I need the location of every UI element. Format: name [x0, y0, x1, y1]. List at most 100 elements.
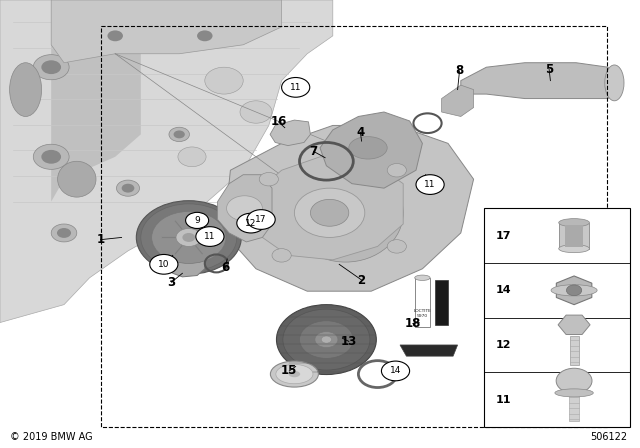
Text: 15: 15	[281, 364, 298, 378]
Ellipse shape	[415, 275, 430, 280]
Bar	[484, 208, 630, 427]
Bar	[569, 394, 579, 421]
Circle shape	[169, 127, 189, 142]
Text: 12: 12	[496, 340, 511, 350]
Circle shape	[122, 184, 134, 193]
Bar	[435, 280, 448, 325]
Text: 11: 11	[290, 83, 301, 92]
Polygon shape	[461, 63, 621, 99]
Circle shape	[387, 240, 406, 253]
Ellipse shape	[559, 245, 589, 253]
Text: 506122: 506122	[590, 432, 627, 442]
Text: 18: 18	[404, 317, 421, 330]
Circle shape	[178, 147, 206, 167]
Polygon shape	[400, 345, 458, 356]
Ellipse shape	[605, 65, 624, 101]
Ellipse shape	[58, 161, 96, 197]
Bar	[570, 336, 579, 365]
Ellipse shape	[555, 389, 593, 397]
Circle shape	[310, 199, 349, 226]
Circle shape	[141, 204, 237, 271]
Text: LOCTITE
5970: LOCTITE 5970	[413, 309, 431, 318]
Text: 1: 1	[97, 233, 104, 246]
Text: 7: 7	[310, 145, 317, 158]
Ellipse shape	[288, 164, 403, 262]
Circle shape	[136, 201, 241, 274]
Bar	[101, 26, 607, 427]
Text: 4: 4	[356, 125, 364, 139]
Text: 8: 8	[456, 64, 463, 78]
Circle shape	[566, 285, 582, 296]
Ellipse shape	[551, 285, 597, 296]
Polygon shape	[556, 276, 592, 305]
Circle shape	[191, 26, 219, 46]
Circle shape	[33, 55, 69, 80]
Circle shape	[259, 172, 278, 186]
Ellipse shape	[289, 371, 300, 377]
Circle shape	[196, 227, 224, 246]
Circle shape	[283, 309, 370, 370]
Circle shape	[33, 144, 69, 169]
Text: © 2019 BMW AG: © 2019 BMW AG	[10, 432, 92, 442]
Circle shape	[227, 196, 262, 221]
Polygon shape	[218, 175, 272, 242]
Bar	[565, 225, 583, 247]
Text: 6: 6	[221, 261, 229, 275]
Circle shape	[186, 212, 209, 228]
Bar	[559, 223, 589, 249]
Circle shape	[247, 210, 275, 229]
Circle shape	[197, 30, 212, 41]
Ellipse shape	[559, 219, 589, 227]
Text: 17: 17	[255, 215, 267, 224]
Polygon shape	[166, 251, 205, 277]
Text: 12: 12	[245, 219, 257, 228]
Ellipse shape	[271, 361, 319, 387]
Text: 14: 14	[390, 366, 401, 375]
Circle shape	[272, 249, 291, 262]
Circle shape	[42, 150, 61, 164]
Text: 13: 13	[340, 335, 357, 348]
Circle shape	[294, 188, 365, 237]
Polygon shape	[51, 0, 282, 63]
Text: 14: 14	[496, 285, 511, 295]
Polygon shape	[256, 157, 403, 260]
Circle shape	[176, 228, 202, 246]
Text: 2: 2	[358, 273, 365, 287]
Circle shape	[150, 254, 178, 274]
Text: 5: 5	[545, 63, 553, 76]
Polygon shape	[558, 315, 590, 335]
Ellipse shape	[349, 137, 387, 159]
Circle shape	[108, 30, 123, 41]
Polygon shape	[51, 45, 141, 202]
Circle shape	[416, 175, 444, 194]
Circle shape	[387, 164, 406, 177]
Circle shape	[101, 26, 129, 46]
Polygon shape	[270, 120, 310, 146]
Circle shape	[315, 332, 338, 348]
Ellipse shape	[10, 63, 42, 116]
Polygon shape	[224, 125, 474, 291]
Text: 17: 17	[496, 231, 511, 241]
Text: 10: 10	[158, 260, 170, 269]
Polygon shape	[0, 0, 333, 323]
Circle shape	[205, 67, 243, 94]
Bar	[415, 278, 430, 327]
Polygon shape	[320, 112, 422, 188]
Circle shape	[321, 336, 332, 343]
Circle shape	[300, 321, 353, 358]
Circle shape	[116, 180, 140, 196]
Circle shape	[173, 130, 185, 138]
Ellipse shape	[276, 365, 313, 383]
Circle shape	[42, 60, 61, 74]
Text: 16: 16	[270, 115, 287, 129]
Circle shape	[57, 228, 71, 238]
Text: 9: 9	[195, 216, 200, 225]
Text: 3: 3	[168, 276, 175, 289]
Circle shape	[276, 305, 376, 375]
Circle shape	[182, 233, 195, 242]
Circle shape	[237, 213, 265, 233]
Text: 11: 11	[204, 232, 216, 241]
Text: 11: 11	[424, 180, 436, 189]
Circle shape	[152, 211, 226, 263]
Circle shape	[381, 361, 410, 381]
